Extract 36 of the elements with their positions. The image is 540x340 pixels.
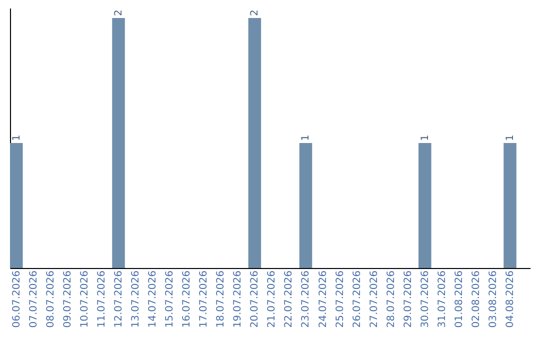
x-tick-label: 13.07.2026 [130,270,142,328]
x-tick-label: 22.07.2026 [284,270,295,328]
data-label: 1 [300,134,312,141]
x-tick-label: 12.07.2026 [114,270,125,328]
x-tick-label: 28.07.2026 [386,270,397,328]
x-tick-label: 06.07.2026 [11,270,22,328]
x-tick-label: 26.07.2026 [352,270,363,328]
data-label: 1 [505,134,516,141]
x-tick-label: 24.07.2026 [318,270,329,328]
x-tick-label: 18.07.2026 [216,270,227,328]
x-tick-label: 14.07.2026 [148,270,159,328]
x-tick-label: 17.07.2026 [198,270,210,328]
x-tick-label: 23.07.2026 [300,270,312,328]
x-tick-label: 21.07.2026 [266,270,278,328]
x-tick-label: 10.07.2026 [79,270,90,328]
x-tick-label: 08.07.2026 [45,270,56,328]
x-tick-label: 11.07.2026 [96,270,108,328]
x-tick-label: 02.08.2026 [470,270,482,328]
x-tick-label: 20.07.2026 [250,270,261,328]
data-label: 2 [114,10,125,16]
data-label: 1 [11,134,22,141]
x-tick-label: 03.08.2026 [488,270,499,328]
x-tick-label: 04.08.2026 [505,270,516,328]
x-tick-label: 07.07.2026 [28,270,40,328]
data-label: 2 [250,10,261,16]
x-tick-label: 09.07.2026 [62,270,74,328]
x-tick-label: 16.07.2026 [182,270,193,328]
x-tick-label: 27.07.2026 [368,270,380,328]
x-tick-label: 29.07.2026 [402,270,414,328]
x-tick-label: 30.07.2026 [420,270,431,328]
x-tick-label: 19.07.2026 [232,270,244,328]
x-tick-label: 25.07.2026 [334,270,346,328]
x-tick-label: 01.08.2026 [454,270,465,328]
x-tick-label: 15.07.2026 [164,270,176,328]
x-tick-label: 31.07.2026 [436,270,448,328]
data-label: 1 [420,134,431,141]
